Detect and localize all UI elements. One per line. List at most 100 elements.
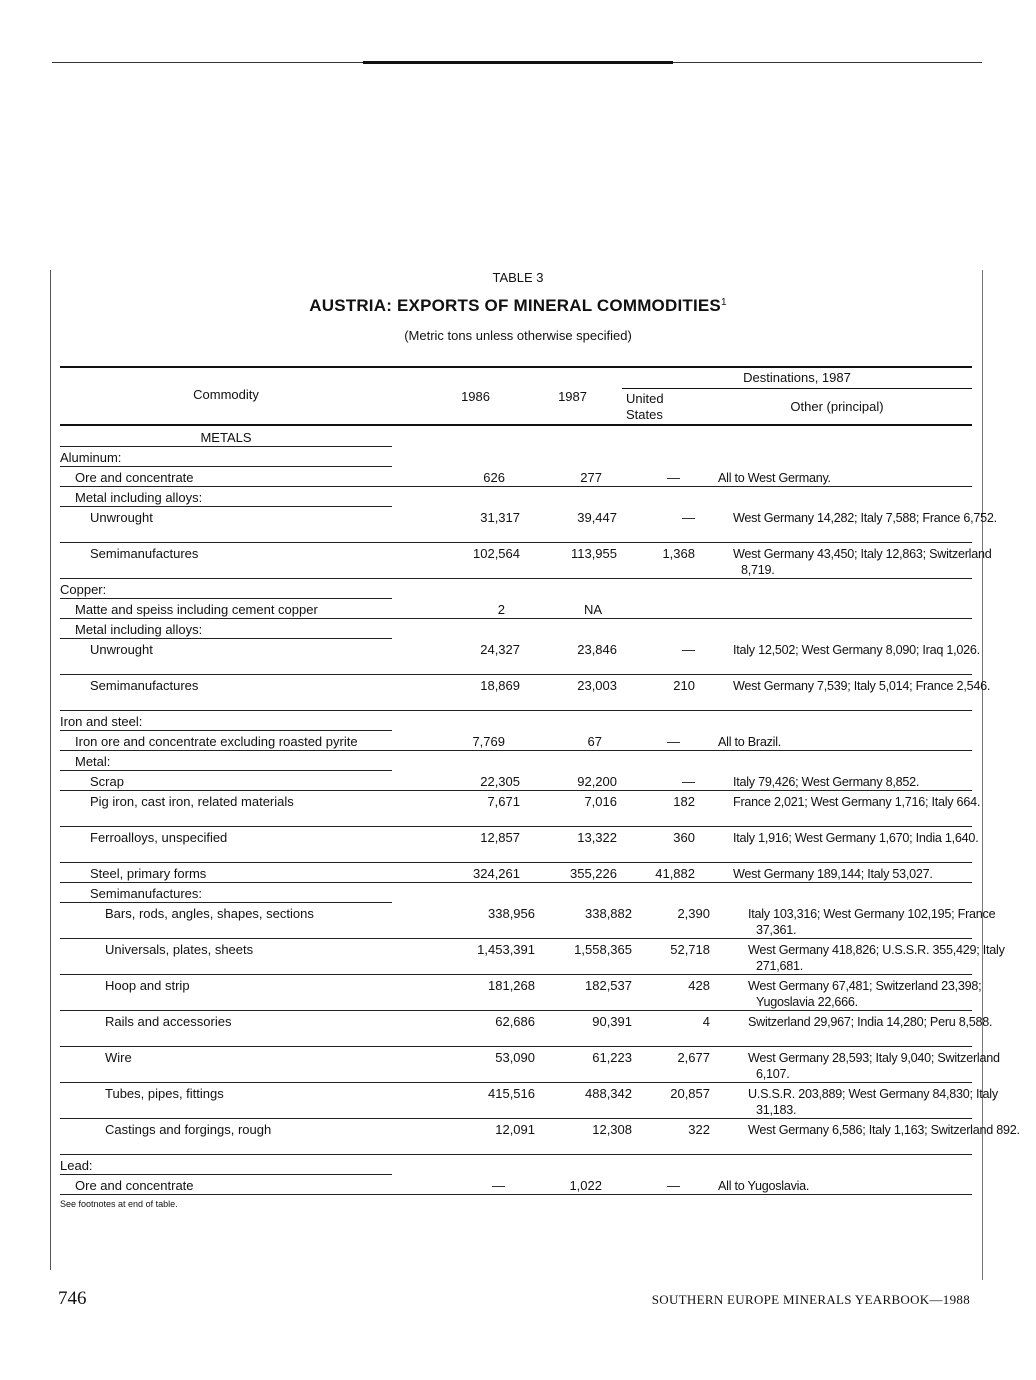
- value-1986: 7,769: [472, 734, 505, 749]
- value-other-destinations: [718, 602, 994, 618]
- value-1987: 13,322: [577, 830, 617, 845]
- table-row: Hoop and strip 181,268 182,537 428 West Germ…: [60, 975, 982, 1011]
- value-other-destinations: West Germany 189,144; Italy 53,027.: [733, 867, 933, 881]
- table-row: Bars, rods, angles, shapes, sections 338,…: [60, 903, 996, 939]
- table-row: Steel, primary forms 324,261 355,226 41,882…: [60, 863, 972, 883]
- table-row: Semimanufactures 102,564 113,955 1,368 West …: [60, 543, 992, 579]
- category-row: Metal including alloys:: [60, 487, 972, 507]
- commodity-cell: Ferroalloys, unspecified: [90, 830, 228, 845]
- category-row: Semimanufactures:: [60, 883, 972, 903]
- commodity-cell: Tubes, pipes, fittings: [105, 1086, 224, 1101]
- value-1987: 12,308: [592, 1122, 632, 1137]
- value-other-destinations: U.S.S.R. 203,889; West Germany 84,830; I…: [748, 1087, 998, 1117]
- table-title: AUSTRIA: EXPORTS OF MINERAL COMMODITIES1: [0, 296, 1036, 316]
- table-number: TABLE 3: [492, 270, 544, 285]
- commodity-cell: Ore and concentrate: [75, 470, 194, 485]
- table-row: Ore and concentrate — 1,022 — All to Yugosla…: [60, 1175, 972, 1195]
- value-united-states: 360: [673, 830, 695, 845]
- table-row: Rails and accessories 62,686 90,391 4 Switze…: [60, 1011, 993, 1047]
- value-other-destinations: West Germany 14,282; Italy 7,588; France…: [733, 511, 997, 525]
- commodity-cell: Semimanufactures: [90, 546, 199, 561]
- table-row: Ore and concentrate 626 277 — All to West Ge…: [60, 467, 972, 487]
- value-1987: 67: [587, 734, 602, 749]
- table-body: METALS Aluminum: Ore and concentrate 626 277…: [60, 427, 1020, 1209]
- destinations-rule: [622, 388, 972, 389]
- value-1986: 53,090: [495, 1050, 535, 1065]
- category-row: Iron and steel:: [60, 711, 972, 731]
- table-row: Pig iron, cast iron, related materials 7,…: [60, 791, 980, 827]
- value-1986: 181,268: [488, 978, 535, 993]
- value-1987: 488,342: [585, 1086, 632, 1101]
- footnote: See footnotes at end of table.: [60, 1199, 178, 1209]
- commodity-cell: Metal including alloys:: [75, 622, 203, 637]
- value-1986: 2: [497, 602, 505, 617]
- value-other-destinations: West Germany 6,586; Italy 1,163; Switzer…: [748, 1123, 1020, 1137]
- commodity-cell: Metal including alloys:: [75, 490, 203, 505]
- commodity-cell: Semimanufactures: [90, 678, 199, 693]
- value-other-destinations: Italy 1,916; West Germany 1,670; India 1…: [733, 831, 979, 845]
- value-1987: 355,226: [570, 866, 617, 881]
- value-1987: 39,447: [577, 510, 617, 525]
- value-1986: 24,327: [480, 642, 520, 657]
- value-other-destinations: Italy 79,426; West Germany 8,852.: [733, 775, 920, 789]
- value-1986: 1,453,391: [477, 942, 535, 957]
- value-1987: 92,200: [577, 774, 617, 789]
- value-1987: 113,955: [570, 546, 617, 561]
- value-1986: 102,564: [473, 546, 520, 561]
- value-1987: 182,537: [585, 978, 632, 993]
- header-1986: 1986: [461, 389, 490, 404]
- value-united-states: 1,368: [662, 546, 695, 561]
- right-margin-line: [982, 270, 983, 1280]
- value-united-states: —: [682, 642, 695, 657]
- value-united-states: 41,882: [655, 866, 695, 881]
- value-other-destinations: All to West Germany.: [718, 471, 831, 485]
- value-1986: —: [492, 1178, 505, 1193]
- value-1987: 61,223: [592, 1050, 632, 1065]
- commodity-cell: Lead:: [60, 1158, 93, 1173]
- value-other-destinations: All to Yugoslavia.: [718, 1179, 810, 1193]
- value-united-states: —: [667, 734, 680, 749]
- table-row: Castings and forgings, rough 12,091 12,308…: [60, 1119, 1020, 1155]
- value-united-states: 2,677: [677, 1050, 710, 1065]
- value-united-states: 210: [673, 678, 695, 693]
- table-row: Wire 53,090 61,223 2,677 West Germany 28,593…: [60, 1047, 1000, 1083]
- category-row: METALS: [60, 427, 972, 447]
- value-1986: 415,516: [488, 1086, 535, 1101]
- header-1987: 1987: [558, 389, 587, 404]
- commodity-cell: Metal:: [75, 754, 111, 769]
- value-united-states: —: [682, 510, 695, 525]
- table-row: Matte and speiss including cement copper…: [60, 599, 972, 619]
- value-1986: 338,956: [488, 906, 535, 921]
- value-1986: 62,686: [495, 1014, 535, 1029]
- header-us-line1: United: [626, 391, 664, 406]
- value-united-states: 20,857: [670, 1086, 710, 1101]
- category-row: Metal:: [60, 751, 972, 771]
- page-number: 746: [58, 1288, 87, 1309]
- category-row: Aluminum:: [60, 447, 972, 467]
- table-row: Universals, plates, sheets 1,453,391 1,558…: [60, 939, 1005, 975]
- value-1987: 277: [580, 470, 602, 485]
- commodity-cell: Matte and speiss including cement copper: [75, 602, 318, 617]
- category-row: Copper:: [60, 579, 972, 599]
- value-united-states: —: [667, 1178, 680, 1193]
- table-row: Semimanufactures 18,869 23,003 210 West Germ…: [60, 675, 990, 711]
- value-1986: 7,671: [487, 794, 520, 809]
- table-subtitle: (Metric tons unless otherwise specified): [404, 328, 632, 343]
- commodity-cell: Steel, primary forms: [90, 866, 207, 881]
- table-row: Scrap 22,305 92,200 — Italy 79,426; West Ger…: [60, 771, 972, 791]
- category-row: Lead:: [60, 1155, 972, 1175]
- value-united-states: 4: [702, 1014, 710, 1029]
- value-1986: 31,317: [480, 510, 520, 525]
- value-united-states: —: [682, 774, 695, 789]
- value-other-destinations: West Germany 43,450; Italy 12,863; Switz…: [733, 547, 992, 577]
- value-1987: 23,003: [577, 678, 617, 693]
- value-other-destinations: West Germany 67,481; Switzerland 23,398;…: [748, 979, 982, 1009]
- value-united-states: 322: [688, 1122, 710, 1137]
- table-row: Ferroalloys, unspecified 12,857 13,322 360 I…: [60, 827, 979, 863]
- header-united-states: United States: [626, 391, 664, 423]
- header-bottom-rule: [60, 424, 972, 426]
- value-other-destinations: Italy 103,316; West Germany 102,195; Fra…: [748, 907, 996, 937]
- header-destinations: Destinations, 1987: [743, 370, 851, 385]
- table-row: Unwrought 24,327 23,846 — Italy 12,502; West…: [60, 639, 980, 675]
- commodity-cell: Scrap: [90, 774, 124, 789]
